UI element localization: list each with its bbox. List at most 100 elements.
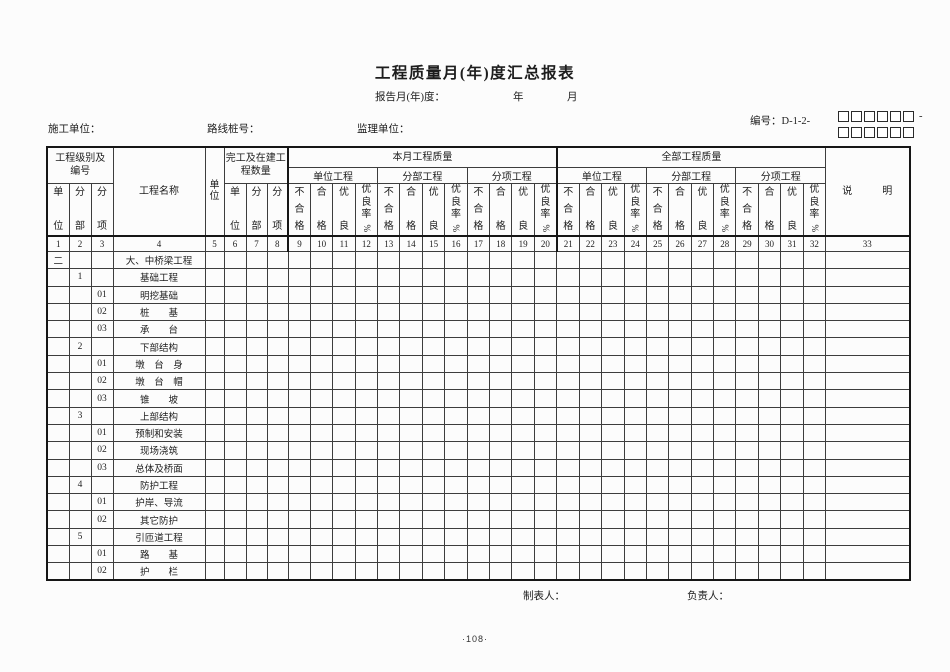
data-cell — [266, 302, 289, 322]
level-cell — [68, 458, 92, 477]
data-cell — [354, 441, 379, 460]
data-cell — [287, 510, 311, 529]
data-cell — [780, 562, 804, 581]
data-cell — [354, 562, 379, 581]
data-cell — [245, 285, 268, 304]
data-cell — [266, 423, 289, 443]
data-cell — [601, 354, 625, 374]
data-cell — [802, 423, 827, 443]
data-cell — [266, 510, 289, 529]
data-cell — [444, 372, 468, 391]
data-cell — [578, 527, 603, 547]
data-cell — [489, 458, 513, 477]
data-cell — [623, 510, 647, 529]
data-cell — [489, 354, 513, 374]
data-cell — [780, 302, 804, 322]
level-cell: 02 — [90, 510, 114, 529]
data-cell — [690, 527, 715, 547]
project-name-cell: 桩 基 — [112, 302, 206, 322]
data-cell — [399, 406, 423, 425]
data-cell — [354, 423, 379, 443]
data-cell — [466, 545, 491, 564]
data-cell — [399, 354, 423, 374]
code-box — [851, 127, 862, 138]
data-cell — [245, 389, 268, 408]
table-row: 01 明挖基础 — [46, 285, 911, 304]
data-cell — [444, 475, 468, 495]
data-cell — [668, 493, 692, 512]
column-header: 合格 — [668, 182, 692, 236]
data-cell — [668, 545, 692, 564]
data-cell — [223, 250, 247, 270]
data-cell — [556, 423, 580, 443]
data-cell — [533, 545, 558, 564]
data-cell — [287, 562, 311, 581]
data-cell — [601, 406, 625, 425]
data-cell — [332, 510, 356, 529]
level-cell — [90, 527, 114, 547]
data-cell — [623, 475, 647, 495]
data-cell — [377, 389, 401, 408]
column-header: 优良 — [332, 182, 356, 236]
data-cell — [266, 562, 289, 581]
data-cell — [444, 250, 468, 270]
data-cell — [713, 441, 737, 460]
column-number: 14 — [399, 234, 423, 252]
data-cell — [287, 406, 311, 425]
code-boxes-row1 — [838, 111, 914, 122]
data-cell — [713, 423, 737, 443]
data-cell — [309, 458, 334, 477]
data-cell — [825, 337, 911, 356]
report-period-label: 报告月(年)度： — [375, 92, 445, 103]
data-cell — [735, 406, 759, 425]
table-row: 01 预制和安装 — [46, 423, 911, 443]
code-box — [890, 127, 901, 138]
data-cell — [645, 458, 670, 477]
data-cell — [287, 354, 311, 374]
code-boxes-row2 — [838, 127, 914, 138]
data-cell — [354, 510, 379, 529]
column-number: 22 — [578, 234, 603, 252]
data-cell — [204, 337, 225, 356]
table-row: 02 桩 基 — [46, 302, 911, 322]
data-cell — [556, 510, 580, 529]
code-box — [903, 111, 914, 122]
data-cell — [489, 441, 513, 460]
data-cell — [533, 302, 558, 322]
data-cell — [825, 372, 911, 391]
data-cell — [825, 250, 911, 270]
data-cell — [735, 441, 759, 460]
data-cell — [287, 250, 311, 270]
data-cell — [266, 475, 289, 495]
data-cell — [421, 372, 446, 391]
data-cell — [601, 441, 625, 460]
data-cell — [287, 285, 311, 304]
level-cell — [46, 406, 70, 425]
table-row: 01 墩 台 身 — [46, 354, 911, 374]
data-cell — [780, 285, 804, 304]
column-header: 不合格 — [287, 182, 311, 236]
data-cell — [223, 441, 247, 460]
table-row: 2 下部结构 — [46, 337, 911, 356]
data-cell — [421, 441, 446, 460]
data-cell — [825, 389, 911, 408]
level-cell — [68, 250, 92, 270]
data-cell — [825, 441, 911, 460]
data-cell — [757, 337, 782, 356]
level-cell — [46, 527, 70, 547]
data-cell — [245, 441, 268, 460]
data-cell — [533, 250, 558, 270]
data-cell — [623, 320, 647, 339]
data-cell — [421, 302, 446, 322]
code-box — [890, 111, 901, 122]
data-cell — [578, 562, 603, 581]
data-cell — [735, 510, 759, 529]
data-cell — [245, 475, 268, 495]
subgroup-header: 单位工程 — [555, 166, 647, 184]
data-cell — [466, 423, 491, 443]
data-cell — [802, 337, 827, 356]
column-header: 优良率% — [354, 182, 379, 236]
data-cell — [690, 406, 715, 425]
data-cell — [713, 320, 737, 339]
project-name-cell: 墩 台 身 — [112, 354, 206, 374]
